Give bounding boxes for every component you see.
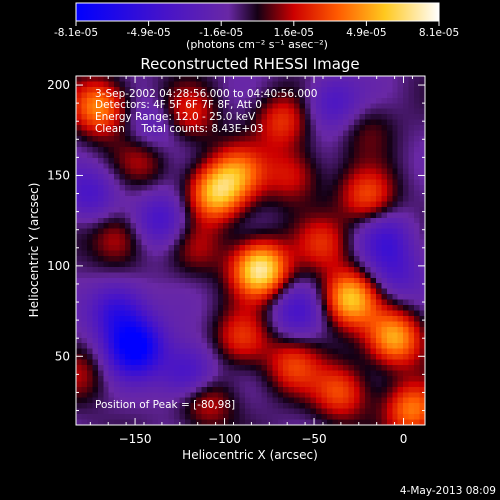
colorbar-tick-label: 8.1e-05: [419, 27, 459, 39]
y-axis-tick-label: 50: [55, 349, 70, 363]
x-axis-label: Heliocentric X (arcsec): [182, 448, 318, 462]
y-axis-label: Heliocentric Y (arcsec): [27, 183, 41, 318]
colorbar-tick-label: -1.6e-05: [199, 27, 243, 39]
annotation-peak-position: Position of Peak = [-80,98]: [95, 399, 235, 411]
footer-timestamp: 4-May-2013 08:09: [400, 485, 496, 497]
chart-title: Reconstructed RHESSI Image: [140, 55, 359, 73]
x-axis-tick-label: −50: [301, 432, 326, 446]
plot-frame: [75, 75, 426, 426]
x-axis-tick-label: −100: [208, 432, 241, 446]
annotation-detectors: Detectors: 4F 5F 6F 7F 8F, Att 0: [95, 99, 262, 111]
y-axis-tick-label: 100: [47, 259, 70, 273]
colorbar-units-label: (photons cm⁻² s⁻¹ asec⁻²): [186, 38, 328, 51]
y-axis-tick-label: 200: [47, 78, 70, 92]
annotation-method: Clean Total counts: 8.43E+03: [95, 123, 264, 135]
colorbar-tick-labels: -8.1e-05 -4.9e-05 -1.6e-05 1.6e-05 4.9e-05 8.…: [54, 27, 459, 39]
heatmap-image: [76, 76, 425, 425]
colorbar-tick-label: 1.6e-05: [274, 27, 314, 39]
annotation-energy: Energy Range: 12.0 - 25.0 keV: [95, 111, 256, 123]
x-axis-tick-label: 0: [400, 432, 408, 446]
colorbar: [75, 2, 440, 22]
colorbar-tick-label: -8.1e-05: [54, 27, 98, 39]
y-axis-tick-label: 150: [47, 168, 70, 182]
annotation-time-range: 3-Sep-2002 04:28:56.000 to 04:40:56.000: [95, 88, 317, 100]
x-axis-ticks: −150 −100 −50 0: [89, 76, 413, 446]
colorbar-ticks: [75, 21, 440, 26]
colorbar-tick-label: 4.9e-05: [346, 27, 386, 39]
y-axis-ticks: 50 100 150 200: [47, 78, 425, 412]
x-axis-tick-label: −150: [119, 432, 152, 446]
colorbar-tick-label: -4.9e-05: [127, 27, 171, 39]
